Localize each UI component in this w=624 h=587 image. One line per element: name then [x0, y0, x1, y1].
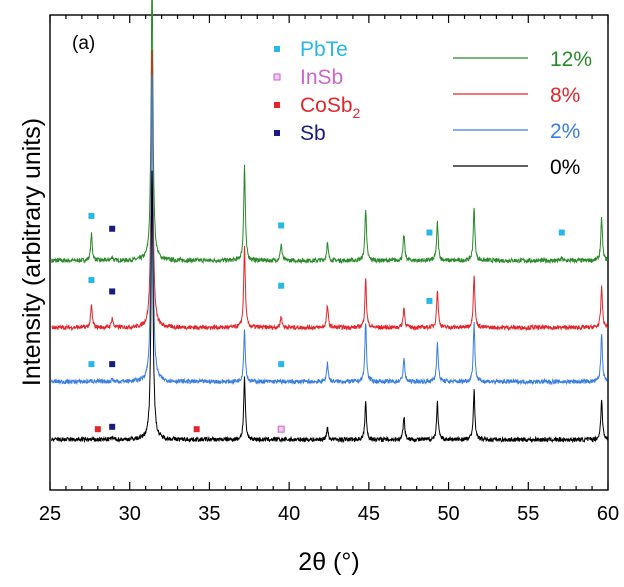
x-axis-ticks [49, 15, 609, 490]
phase-legend-label: CoSb2 [300, 94, 361, 121]
series-legend-label: 0% [550, 156, 580, 179]
phase-marker-pbte [558, 229, 565, 236]
panel-label: (a) [72, 33, 95, 54]
phase-legend-subscript: 2 [353, 105, 361, 121]
phase-marker-pbte [426, 297, 433, 304]
series-line-12pct [51, 0, 609, 265]
x-tick-label: 25 [39, 503, 61, 525]
phase-legend-label: PbTe [300, 38, 348, 61]
x-tick-label: 50 [437, 503, 459, 525]
phase-marker-pbte [88, 277, 95, 284]
phase-marker-pbte [426, 229, 433, 236]
x-axis-tick-labels: 25 30 35 40 45 50 55 60 [39, 503, 619, 525]
phase-legend-marker [274, 46, 280, 52]
phase-marker-pbte [278, 361, 285, 368]
series-line-0pct [51, 170, 609, 444]
phase-legend-label: Sb [300, 122, 326, 145]
phase-marker-pbte [278, 282, 285, 289]
phase-marker-cosb2 [193, 426, 200, 433]
x-tick-label: 35 [198, 503, 220, 525]
y-axis-title: Intensity (arbitrary units) [18, 118, 46, 386]
phase-legend-label: InSb [300, 66, 343, 89]
series-legend-label: 8% [550, 84, 580, 107]
phase-legend-marker [274, 130, 280, 136]
phase-marker-insb [277, 425, 285, 433]
x-tick-label: 45 [358, 503, 380, 525]
phase-marker-cosb2 [94, 426, 101, 433]
x-tick-label: 55 [517, 503, 539, 525]
x-axis-title: 2θ (°) [298, 548, 359, 576]
phase-marker-sb [109, 288, 116, 295]
plot-frame [49, 14, 609, 491]
x-tick-label: 40 [278, 503, 300, 525]
series-legend-label: 2% [550, 120, 580, 143]
phase-marker-pbte [88, 212, 95, 219]
phase-legend-marker [273, 73, 281, 81]
phase-marker-pbte [278, 222, 285, 229]
phase-marker-sb [109, 423, 116, 430]
x-tick-label: 60 [597, 503, 619, 525]
phase-legend-marker [274, 102, 280, 108]
series-group [51, 0, 609, 444]
plot-area-border [49, 14, 609, 491]
phase-marker-group [88, 212, 565, 433]
phase-marker-pbte [88, 361, 95, 368]
series-legend: 12% 8% 2% 0% [453, 48, 592, 179]
series-legend-label: 12% [550, 48, 592, 71]
phase-marker-sb [109, 225, 116, 232]
series-line-8pct [51, 49, 609, 332]
series-line-2pct [51, 74, 608, 386]
x-tick-label: 30 [119, 503, 141, 525]
phase-marker-sb [109, 361, 116, 368]
